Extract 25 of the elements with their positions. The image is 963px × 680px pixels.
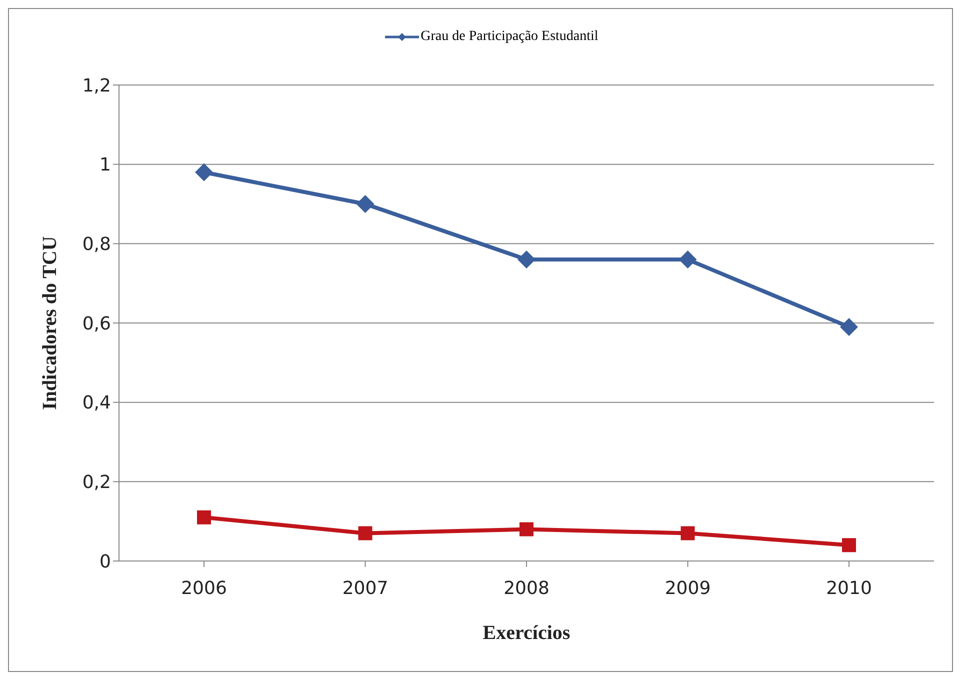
point bbox=[358, 526, 372, 540]
point bbox=[520, 522, 534, 536]
point bbox=[518, 250, 536, 269]
point bbox=[680, 526, 695, 540]
y-tick-label: 0,2 bbox=[82, 472, 111, 494]
x-axis-title: Exercícios bbox=[482, 622, 570, 644]
y-tick-label: 0,6 bbox=[82, 313, 111, 334]
y-tick-label: 1 bbox=[100, 154, 111, 176]
y-tick-label: 0 bbox=[100, 551, 111, 572]
point bbox=[840, 318, 858, 336]
x-tick-label: 2007 bbox=[342, 578, 388, 599]
y-tick-label: 0,4 bbox=[82, 392, 111, 414]
x-tick-label: 2008 bbox=[504, 578, 550, 599]
x-tick-label: 2006 bbox=[181, 578, 227, 599]
point bbox=[356, 195, 374, 213]
y-tick-label: 1,2 bbox=[82, 75, 111, 96]
point bbox=[842, 538, 856, 552]
legend-label: Grau de Participação Estudantil bbox=[420, 29, 598, 45]
point bbox=[678, 250, 697, 269]
x-tick-label: 2009 bbox=[664, 578, 711, 599]
point bbox=[197, 510, 211, 524]
point bbox=[195, 163, 213, 182]
y-axis-title: Indicadores do TCU bbox=[39, 236, 62, 410]
y-tick-label: 0,8 bbox=[82, 234, 111, 256]
x-tick-label: 2010 bbox=[826, 578, 872, 599]
